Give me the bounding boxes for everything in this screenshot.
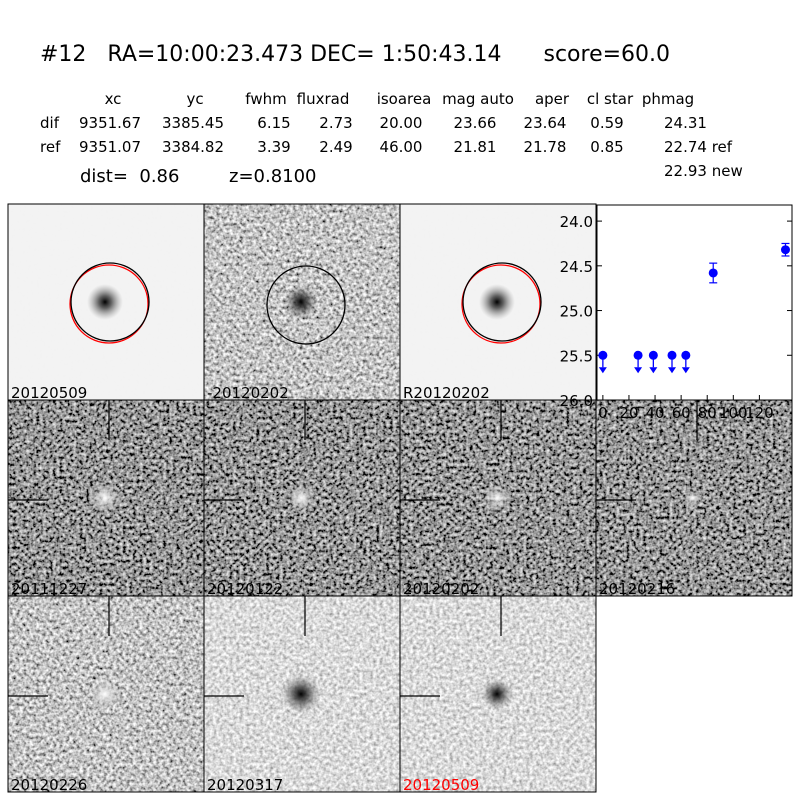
source-blob: [479, 284, 515, 320]
upper-limit-point: [681, 350, 691, 374]
image-stamp: 20120317: [203, 595, 401, 794]
stamp-date-label: 20120202: [403, 580, 479, 598]
stamp-date-label: -20120202: [207, 384, 289, 402]
ref-circle: [69, 264, 149, 344]
x-tick-label: 0: [598, 404, 608, 422]
table-cell: 20.00: [379, 114, 423, 132]
row-label: dif: [40, 114, 59, 132]
aperture-circle: [462, 262, 542, 342]
dist-value: dist= 0.86: [80, 166, 180, 187]
y-tick-label: 26.0: [560, 392, 593, 410]
column-header: cl star: [586, 90, 634, 108]
table-cell: 3385.45: [161, 114, 225, 132]
table-cell: 9351.67: [78, 114, 142, 132]
column-header: phmag: [641, 90, 695, 108]
table-cell: 2.49: [319, 138, 353, 156]
column-header: mag auto: [442, 90, 514, 108]
source-blob: [281, 674, 321, 714]
stamp-date-label: 20120317: [207, 776, 283, 794]
source-blob: [89, 678, 121, 710]
row-label: ref: [40, 138, 61, 156]
y-tick-label: 24.5: [560, 258, 593, 276]
image-stamp: -20120202: [203, 203, 401, 402]
x-tick-label: 120: [745, 404, 774, 422]
y-tick-label: 25.0: [560, 303, 593, 321]
source-blob: [283, 284, 319, 320]
table-cell: 9351.07: [78, 138, 142, 156]
upper-limit-point: [648, 350, 658, 374]
column-header: yc: [186, 90, 204, 108]
table-cell: 21.78: [523, 138, 567, 156]
x-tick-label: 40: [645, 404, 664, 422]
new-mag: 22.93 new: [664, 162, 743, 180]
x-tick-label: 100: [719, 404, 748, 422]
table-cell: 24.31: [664, 114, 707, 132]
stamp-date-label: 20120226: [11, 776, 87, 794]
stamp-date-label: 20120122: [207, 580, 283, 598]
dec: DEC= 1:50:43.14: [310, 42, 502, 67]
table-cell: 6.15: [257, 114, 291, 132]
redshift-value: z=0.8100: [229, 166, 317, 187]
image-stamp: 20120202: [399, 399, 597, 598]
source-blob: [87, 480, 123, 516]
candidate-id: #12: [40, 42, 87, 67]
table-cell: 23.66: [453, 114, 497, 132]
x-tick-label: 80: [698, 404, 717, 422]
stamp-date-label: 20111227: [11, 580, 87, 598]
image-stamp: R20120202: [399, 203, 597, 402]
source-blob: [482, 483, 512, 513]
column-header: fluxrad: [296, 90, 350, 108]
table-cell: 22.74 ref: [664, 138, 733, 156]
aperture-circle: [70, 262, 150, 342]
column-header: aper: [534, 90, 570, 108]
stamp-date-label: 20120509: [403, 776, 479, 794]
table-cell: 0.85: [590, 138, 624, 156]
column-header: fwhm: [245, 90, 287, 108]
aperture-circle: [266, 265, 346, 345]
candidate-title: #12 RA=10:00:23.473 DEC= 1:50:43.14 scor…: [40, 42, 670, 67]
image-stamp: 20120122: [203, 399, 401, 598]
score: score=60.0: [543, 42, 671, 67]
image-stamp: 20120509: [7, 203, 205, 402]
y-tick-label: 25.5: [560, 347, 593, 365]
upper-limit-point: [633, 350, 643, 374]
stamp-date-label: 20120509: [11, 384, 87, 402]
source-blob: [481, 678, 513, 710]
source-blob: [285, 482, 317, 514]
ref-circle: [461, 264, 541, 344]
upper-limit-point: [667, 350, 677, 374]
table-cell: 3.39: [257, 138, 291, 156]
x-tick-label: 20: [619, 404, 638, 422]
image-stamp: 20120509: [399, 595, 597, 794]
plot-area: [596, 204, 793, 401]
table-cell: 2.73: [319, 114, 353, 132]
image-stamp: 20120216: [595, 399, 793, 598]
table-cell: 0.59: [590, 114, 624, 132]
table-cell: 21.81: [453, 138, 497, 156]
ra: RA=10:00:23.473: [107, 42, 304, 67]
image-stamp: 20111227: [7, 399, 205, 598]
column-header: xc: [104, 90, 122, 108]
data-point: [708, 262, 718, 284]
source-blob: [87, 284, 123, 320]
stamp-date-label: 20120216: [599, 580, 675, 598]
source-blob: [683, 488, 703, 508]
table-cell: 3384.82: [161, 138, 225, 156]
upper-limit-point: [598, 350, 608, 374]
image-stamp: 20120226: [7, 595, 205, 794]
y-tick-label: 24.0: [560, 213, 593, 231]
table-cell: 46.00: [379, 138, 423, 156]
x-tick-label: 60: [672, 404, 691, 422]
table-cell: 23.64: [523, 114, 567, 132]
stamp-date-label: R20120202: [403, 384, 490, 402]
column-header: isoarea: [376, 90, 432, 108]
data-point: [780, 242, 790, 257]
